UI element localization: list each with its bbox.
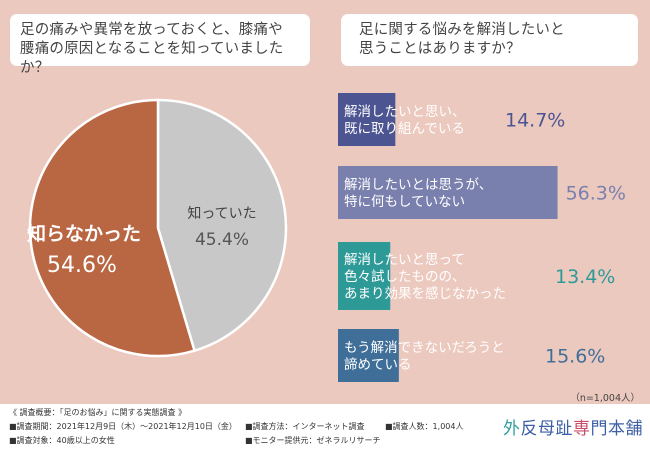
survey-count: ■調査人数：1,004人 [385, 422, 464, 431]
bar-3-category-line-2: 色々試したものの、 [344, 268, 466, 285]
footer: 《 調査概要：「足のお悩み」に関する実態調査 》 ■調査期間：2021年12月9… [0, 404, 650, 450]
bar-3-value: 13.4% [555, 266, 615, 288]
bar-2-value: 56.3% [566, 183, 626, 205]
logo-mid: 反母趾 [520, 419, 573, 439]
left-question-line2: 腰痛の原因となることを知っていましたか？ [20, 41, 284, 76]
bar-2-category-line-2: 特に何もしていない [344, 194, 465, 210]
logo-last: 門本舗 [590, 419, 643, 439]
bar-1-value: 14.7% [505, 110, 565, 132]
pie-value-not-known: 54.6% [47, 253, 117, 278]
pie-slice-known [156, 98, 288, 353]
logo-first-char: 外 [503, 419, 521, 439]
sample-size-note: （n=1,004人） [570, 393, 640, 404]
pie-label-known: 知っていた [187, 205, 256, 222]
bar-1-category-line-2: 既に取り組んでいる [344, 121, 465, 137]
bar-4-category-line-1: もう解消できないだろうと [344, 340, 505, 356]
survey-overview: 《 調査概要：「足のお悩み」に関する実態調査 》 [9, 408, 187, 417]
survey-provider: ■モニター提供元：ゼネラルリサーチ [245, 436, 381, 445]
bar-4-value: 15.6% [545, 346, 605, 368]
right-question-line2: 思うことはありますか？ [359, 41, 521, 57]
bar-chart: 解消したいと思い、既に取り組んでいる 14.7% 解消したいとは思うが、特に何もして… [338, 93, 626, 382]
survey-target: ■調査対象：40歳以上の女性 [9, 436, 115, 445]
bar-1-category-line-1: 解消したいと思い、 [344, 104, 466, 120]
bar-1 [338, 93, 396, 146]
left-question-box: 足の痛みや異常を放っておくと、膝痛や 腰痛の原因となることを知っていましたか？ [10, 14, 310, 76]
survey-period: ■調査期間：2021年12月9日（木）〜2021年12月10日（金） [9, 422, 237, 431]
left-question-line1: 足の痛みや異常を放っておくと、膝痛や [20, 22, 283, 38]
pie-label-not-known: 知らなかった [27, 222, 141, 245]
pie-value-known: 45.4% [195, 230, 249, 250]
pie-slice-not-known [28, 98, 197, 358]
right-question-box: 足に関する悩みを解消したいと 思うことはありますか？ [341, 14, 638, 66]
bar-3 [338, 242, 391, 310]
bar-4-category-line-2: 諦めている [344, 356, 412, 373]
bar-3-category-line-1: 解消したいと思って [344, 252, 465, 268]
logo-mark: 専 [573, 419, 591, 439]
survey-method: ■調査方法：インターネット調査 [245, 422, 365, 431]
right-question-line1: 足に関する悩みを解消したいと [359, 22, 565, 38]
bar-4 [338, 329, 399, 382]
bar-3-category-line-3: あまり効果を感じなかった [344, 285, 506, 302]
pie-chart: 知っていた 45.4% 知らなかった 54.6% [27, 98, 288, 358]
bar-2 [338, 166, 558, 219]
brand-logo: 外反母趾専門本舗 [503, 414, 643, 439]
bar-2-category-line-1: 解消したいとは思うが、 [344, 177, 492, 193]
